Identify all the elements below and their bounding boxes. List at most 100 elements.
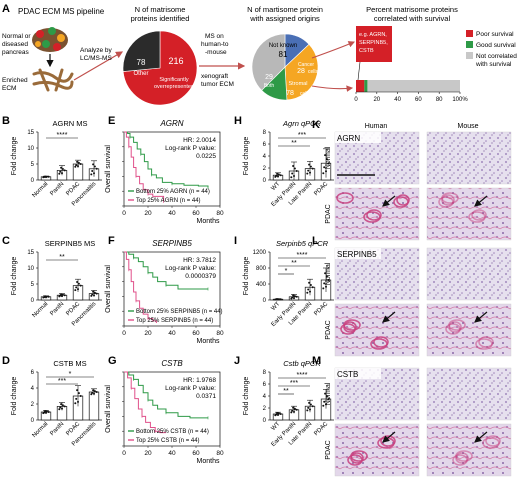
- km-pvalue: 0.0225: [196, 153, 216, 160]
- panel-label-e: E: [108, 115, 115, 127]
- y-tick-label: 6: [31, 370, 35, 376]
- ihc-image-normal: [426, 367, 512, 421]
- ihc-row-pdac: PDAC: [325, 204, 332, 223]
- data-point: [59, 294, 62, 297]
- y-tick-label: 8: [263, 130, 267, 136]
- data-point: [277, 298, 279, 301]
- y-tick-label: 5: [31, 282, 35, 288]
- sig-stars: ***: [290, 380, 298, 387]
- ihc-arrow: [474, 195, 488, 207]
- data-point: [276, 411, 279, 414]
- km-legend-top: Top 25% AGRN (n = 44): [136, 198, 201, 204]
- sig-stars: ****: [297, 372, 308, 379]
- surv-bar-good: [364, 80, 368, 92]
- callout-line2: SERPINB5,: [359, 40, 388, 46]
- data-point: [45, 411, 47, 414]
- pie2-stromal-label2: cells: [300, 91, 311, 97]
- bar: [88, 391, 100, 421]
- data-point: [325, 285, 327, 288]
- y-tick-label: 0: [31, 178, 35, 184]
- data-point: [77, 161, 80, 164]
- ihc-arrow: [474, 431, 488, 443]
- data-point: [279, 174, 282, 177]
- panel-label-j: J: [234, 355, 240, 367]
- x-tick-label: 0: [122, 330, 126, 337]
- panel-label-i: I: [234, 235, 237, 247]
- data-point: [295, 170, 298, 172]
- data-point: [325, 170, 327, 173]
- ms-label-line4: xenograft: [201, 73, 228, 80]
- panel-label-a: A: [2, 3, 10, 15]
- km-legend-bottom: Bottom 25% CSTB (n = 44): [136, 429, 209, 435]
- pie2-both-value: 29: [265, 74, 273, 81]
- km-plot-f: F SERPINB5 Overall survival 0 20 40 60 80Months…: [105, 235, 224, 345]
- x-tick-label: PanIN: [49, 181, 65, 197]
- pipeline-arrow-3: [311, 41, 356, 59]
- km-legend-bottom: Bottom 25% AGRN (n = 44): [136, 189, 210, 195]
- x-tick-label: 0: [122, 210, 126, 217]
- data-point: [76, 160, 79, 163]
- ihc-row-normal: Normal: [325, 146, 332, 169]
- ihc-gene-label-bg: [335, 132, 381, 143]
- ihc-row-normal: Normal: [325, 382, 332, 405]
- ihc-stain-region: [471, 209, 487, 221]
- sig-stars: ****: [297, 252, 308, 259]
- sig-stars: **: [59, 254, 65, 261]
- data-point: [309, 165, 312, 168]
- x-tick-label: Normal: [31, 421, 49, 439]
- data-point: [295, 408, 298, 411]
- y-tick-label: 4: [31, 386, 35, 392]
- data-point: [93, 291, 96, 294]
- data-point: [322, 404, 325, 407]
- data-point: [323, 282, 326, 285]
- surv-tick-label: 40: [394, 97, 401, 103]
- ihc-stain-region: [438, 196, 454, 208]
- sig-stars: *: [69, 371, 72, 378]
- tissue-label-line2: diseased: [2, 41, 28, 48]
- ihc-stain-region: [373, 336, 389, 348]
- panel-label-h: H: [234, 115, 242, 127]
- data-point: [311, 286, 314, 289]
- sig-stars: **: [283, 388, 289, 395]
- pipeline-title: PDAC ECM MS pipeline: [18, 7, 105, 16]
- y-tick-label: 0: [31, 298, 35, 304]
- pie2-cancer-value: 28: [297, 68, 305, 75]
- x-tick-label: PDAC: [313, 301, 330, 318]
- ihc-arrow: [382, 311, 396, 323]
- data-point: [92, 389, 95, 392]
- data-point: [325, 395, 328, 398]
- data-point: [292, 406, 295, 409]
- ihc-stain-region: [363, 211, 381, 223]
- data-point: [327, 162, 330, 165]
- km-title: AGRN: [159, 119, 183, 128]
- data-point: [58, 408, 61, 411]
- data-point: [290, 411, 293, 414]
- bar-chart-ylabel: Fold change: [11, 137, 18, 176]
- data-point: [308, 401, 311, 404]
- km-legend-top: Top 25% CSTB (n = 44): [136, 438, 200, 444]
- data-point: [279, 413, 282, 415]
- ihc-stain-region: [350, 452, 364, 464]
- bar-chart-ylabel: Fold change: [243, 137, 250, 176]
- sig-stars: **: [291, 140, 297, 147]
- bar-chart-title: AGRN MS: [52, 119, 87, 128]
- data-point: [293, 167, 296, 170]
- x-tick-label: Normal: [31, 181, 49, 199]
- bar-chart-title: Cstb qPCR: [283, 359, 321, 368]
- legend-good-swatch: [466, 41, 473, 48]
- pie1-title-line2: proteins identified: [131, 14, 190, 23]
- data-point: [95, 292, 98, 295]
- pie1-other-value: 78: [137, 58, 146, 67]
- km-hr: HR: 3.7812: [183, 257, 216, 264]
- ihc-stain-region: [336, 192, 354, 204]
- ihc-stain-region: [478, 336, 494, 348]
- x-tick-label: 40: [168, 450, 176, 457]
- data-point: [92, 163, 95, 166]
- y-tick-label: 1200: [253, 250, 267, 256]
- panel-label-g: G: [108, 355, 117, 367]
- ihc-stain-region: [347, 454, 363, 466]
- data-point: [75, 164, 78, 167]
- data-point: [308, 163, 311, 166]
